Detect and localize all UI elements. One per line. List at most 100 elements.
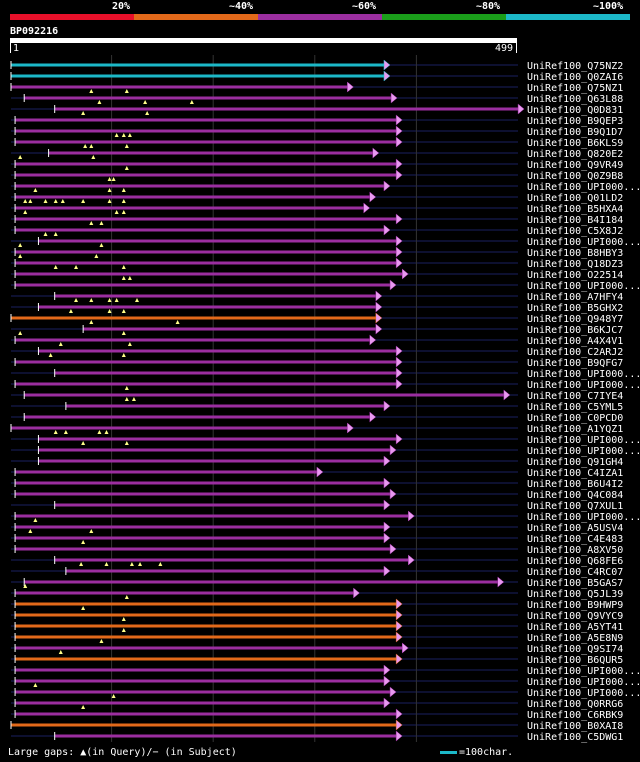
hit-label[interactable]: UniRef100_Q0RRG6	[527, 699, 623, 710]
hit-label[interactable]: UniRef100_C2ARJ2	[527, 347, 623, 358]
alignment-arrow[interactable]	[375, 290, 383, 302]
hit-label[interactable]: UniRef100_UPI000...	[527, 677, 640, 688]
hit-label[interactable]: UniRef100_C4RC07	[527, 567, 623, 578]
alignment-bar[interactable]	[24, 580, 499, 584]
alignment-arrow[interactable]	[395, 433, 403, 445]
alignment-arrow[interactable]	[395, 257, 403, 269]
hit-label[interactable]: UniRef100_UPI000...	[527, 688, 640, 699]
hit-label[interactable]: UniRef100_UPI000...	[527, 435, 640, 446]
alignment-bar[interactable]	[11, 74, 385, 78]
hit-label[interactable]: UniRef100_C5DWG1	[527, 732, 623, 743]
alignment-bar[interactable]	[11, 85, 349, 89]
alignment-bar[interactable]	[24, 415, 371, 419]
alignment-arrow[interactable]	[402, 268, 409, 280]
alignment-bar[interactable]	[15, 536, 385, 540]
alignment-bar[interactable]	[24, 96, 393, 100]
alignment-arrow[interactable]	[383, 675, 391, 687]
hit-label[interactable]: UniRef100_Q75NZ1	[527, 83, 623, 94]
hit-label[interactable]: UniRef100_B9HWP9	[527, 600, 623, 611]
alignment-arrow[interactable]	[383, 477, 391, 489]
hit-label[interactable]: UniRef100_B9QFG7	[527, 358, 623, 369]
alignment-bar[interactable]	[15, 470, 318, 474]
alignment-arrow[interactable]	[389, 488, 397, 500]
alignment-arrow[interactable]	[383, 532, 391, 544]
alignment-arrow[interactable]	[375, 312, 383, 324]
alignment-bar[interactable]	[15, 514, 410, 518]
alignment-arrow[interactable]	[389, 444, 397, 456]
alignment-bar[interactable]	[54, 371, 398, 375]
alignment-bar[interactable]	[54, 558, 410, 562]
alignment-arrow[interactable]	[395, 136, 403, 148]
alignment-arrow[interactable]	[395, 730, 403, 742]
hit-label[interactable]: UniRef100_C5X8J2	[527, 226, 623, 237]
alignment-bar[interactable]	[15, 283, 392, 287]
alignment-arrow[interactable]	[369, 191, 377, 203]
hit-label[interactable]: UniRef100_UPI000...	[527, 237, 640, 248]
alignment-bar[interactable]	[15, 547, 392, 551]
alignment-bar[interactable]	[15, 668, 385, 672]
alignment-bar[interactable]	[15, 206, 365, 210]
alignment-bar[interactable]	[54, 503, 385, 507]
alignment-bar[interactable]	[65, 569, 385, 573]
alignment-arrow[interactable]	[395, 345, 403, 357]
query-id[interactable]: BP092216	[10, 26, 59, 37]
alignment-arrow[interactable]	[402, 642, 409, 654]
alignment-bar[interactable]	[15, 602, 398, 606]
hit-label[interactable]: UniRef100_C5YML5	[527, 402, 623, 413]
alignment-bar[interactable]	[15, 591, 355, 595]
alignment-bar[interactable]	[11, 723, 398, 727]
hit-label[interactable]: UniRef100_Q9VYC9	[527, 611, 623, 622]
hit-label[interactable]: UniRef100_A5E8N9	[527, 633, 623, 644]
hit-label[interactable]: UniRef100_B9QEP3	[527, 116, 623, 127]
alignment-arrow[interactable]	[395, 125, 403, 137]
alignment-bar[interactable]	[15, 679, 385, 683]
hit-label[interactable]: UniRef100_C4IZA1	[527, 468, 623, 479]
hit-label[interactable]: UniRef100_B6QUR5	[527, 655, 623, 666]
hit-label[interactable]: UniRef100_O22514	[527, 270, 623, 281]
hit-label[interactable]: UniRef100_A7HFY4	[527, 292, 623, 303]
alignment-bar[interactable]	[38, 239, 398, 243]
alignment-bar[interactable]	[15, 129, 398, 133]
alignment-arrow[interactable]	[375, 323, 383, 335]
alignment-arrow[interactable]	[395, 378, 403, 390]
alignment-bar[interactable]	[15, 360, 398, 364]
alignment-bar[interactable]	[15, 250, 398, 254]
alignment-bar[interactable]	[15, 701, 385, 705]
alignment-arrow[interactable]	[347, 422, 354, 434]
hit-label[interactable]: UniRef100_A5YT41	[527, 622, 623, 633]
alignment-arrow[interactable]	[390, 92, 398, 104]
alignment-bar[interactable]	[15, 140, 398, 144]
hit-label[interactable]: UniRef100_UPI000...	[527, 512, 640, 523]
hit-label[interactable]: UniRef100_UPI000...	[527, 446, 640, 457]
alignment-arrow[interactable]	[383, 70, 391, 82]
hit-label[interactable]: UniRef100_B8HBY3	[527, 248, 623, 259]
alignment-bar[interactable]	[48, 151, 374, 155]
hit-label[interactable]: UniRef100_C6RBK9	[527, 710, 623, 721]
alignment-bar[interactable]	[38, 437, 398, 441]
hit-label[interactable]: UniRef100_B9Q1D7	[527, 127, 623, 138]
hit-label[interactable]: UniRef100_Q9SI74	[527, 644, 623, 655]
alignment-arrow[interactable]	[395, 158, 403, 170]
alignment-bar[interactable]	[15, 118, 398, 122]
alignment-arrow[interactable]	[395, 653, 403, 665]
hit-label[interactable]: UniRef100_Q0Z9B8	[527, 171, 623, 182]
hit-label[interactable]: UniRef100_UPI000...	[527, 380, 640, 391]
hit-label[interactable]: UniRef100_Q0D831	[527, 105, 623, 116]
hit-label[interactable]: UniRef100_A4X4V1	[527, 336, 623, 347]
alignment-bar[interactable]	[11, 426, 349, 430]
hit-label[interactable]: UniRef100_B0XAI8	[527, 721, 623, 732]
alignment-arrow[interactable]	[383, 400, 391, 412]
alignment-bar[interactable]	[15, 712, 398, 716]
alignment-arrow[interactable]	[375, 301, 383, 313]
hit-label[interactable]: UniRef100_B6KLS9	[527, 138, 623, 149]
alignment-bar[interactable]	[15, 492, 392, 496]
alignment-arrow[interactable]	[517, 103, 525, 115]
alignment-arrow[interactable]	[395, 719, 403, 731]
alignment-arrow[interactable]	[383, 499, 391, 511]
alignment-bar[interactable]	[38, 448, 392, 452]
hit-label[interactable]: UniRef100_A5USV4	[527, 523, 623, 534]
hit-label[interactable]: UniRef100_UPI000...	[527, 666, 640, 677]
alignment-bar[interactable]	[11, 63, 385, 67]
hit-label[interactable]: UniRef100_B6U4I2	[527, 479, 623, 490]
alignment-bar[interactable]	[15, 272, 404, 276]
